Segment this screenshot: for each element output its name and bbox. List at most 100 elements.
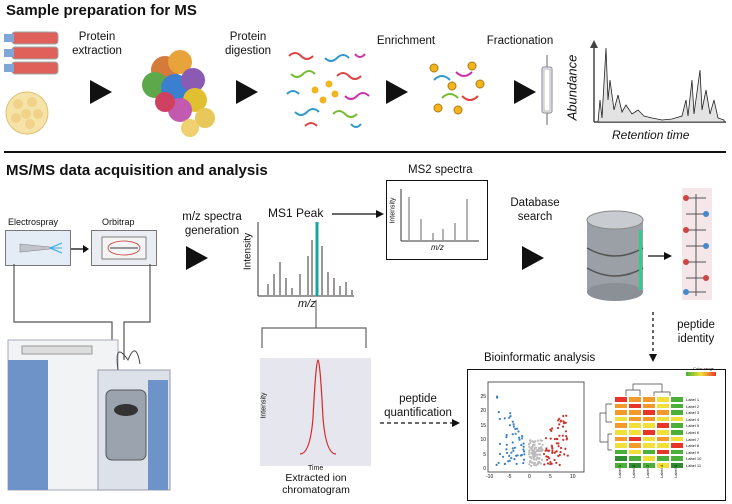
orbitrap-label: Orbitrap bbox=[102, 217, 135, 227]
volcano-point bbox=[503, 462, 506, 465]
volcano-point bbox=[501, 455, 505, 458]
heatmap-cell bbox=[614, 429, 628, 436]
heatmap-cell bbox=[628, 455, 642, 462]
volcano-point bbox=[532, 458, 536, 461]
volcano-y-tick: 15 bbox=[480, 422, 486, 429]
volcano-point bbox=[541, 443, 544, 446]
volcano-point bbox=[528, 463, 531, 466]
volcano-x-tick: -10 bbox=[486, 474, 494, 480]
protein-structure-icon bbox=[142, 50, 215, 137]
peptides-icon bbox=[286, 52, 370, 128]
volcano-point bbox=[498, 442, 501, 445]
volcano-point bbox=[545, 455, 548, 458]
volcano-point bbox=[562, 438, 565, 441]
ms1-peak-title: MS1 Peak bbox=[268, 206, 324, 220]
heatmap-cell bbox=[628, 415, 642, 423]
volcano-point bbox=[545, 447, 548, 450]
volcano-point bbox=[518, 436, 521, 439]
heatmap-cell bbox=[656, 462, 670, 469]
volcano-point bbox=[564, 421, 567, 424]
volcano-point bbox=[511, 433, 514, 436]
volcano-x-tick: 10 bbox=[570, 474, 576, 480]
zoom-bracket bbox=[261, 300, 367, 348]
volcano-point bbox=[531, 440, 534, 443]
heatmap-cell bbox=[642, 455, 656, 462]
volcano-point bbox=[555, 461, 558, 464]
volcano-point bbox=[533, 444, 536, 447]
volcano-point bbox=[495, 463, 498, 466]
volcano-point bbox=[562, 420, 565, 423]
volcano-point bbox=[534, 453, 537, 456]
heatmap-cell bbox=[656, 442, 670, 449]
volcano-point bbox=[564, 447, 567, 450]
heatmap-cell bbox=[628, 396, 642, 403]
heatmap-cell bbox=[656, 409, 670, 416]
ms2-spectra-title: MS2 spectra bbox=[408, 164, 473, 176]
volcano-point bbox=[517, 430, 520, 433]
heatmap-row-label: Label 2 bbox=[686, 403, 700, 409]
volcano-point bbox=[508, 424, 511, 427]
volcano-point bbox=[547, 449, 551, 452]
heatmap-cell bbox=[628, 429, 642, 436]
heatmap-cell bbox=[670, 435, 684, 443]
heatmap-cell bbox=[656, 402, 670, 410]
volcano-point bbox=[510, 456, 513, 460]
section1-title: Sample preparation for MS bbox=[6, 2, 197, 19]
ms1-intensity-label: Intensity bbox=[242, 232, 254, 271]
volcano-point bbox=[538, 442, 541, 445]
step-enrichment: Enrichment bbox=[376, 35, 436, 47]
heatmap-cell bbox=[642, 435, 656, 443]
volcano-point bbox=[518, 438, 521, 441]
volcano-x-tick: -5 bbox=[507, 474, 512, 480]
step-protein-extraction: Protein extraction bbox=[72, 31, 122, 57]
volcano-point bbox=[546, 458, 549, 461]
volcano-point bbox=[514, 427, 517, 430]
heatmap-cell bbox=[614, 448, 628, 456]
volcano-point bbox=[537, 449, 540, 453]
xic-peak-plot bbox=[299, 359, 337, 455]
volcano-point bbox=[557, 419, 560, 422]
heatmap-col-label: Label 4 bbox=[659, 464, 664, 478]
heatmap-cell bbox=[656, 415, 670, 423]
heatmap-cell bbox=[614, 415, 628, 423]
retention-time-label: Retention time bbox=[612, 128, 690, 142]
heatmap-dendrogram-top bbox=[625, 383, 671, 398]
volcano-point bbox=[520, 437, 524, 440]
volcano-point bbox=[551, 451, 554, 454]
volcano-point bbox=[510, 451, 513, 454]
heatmap-cell bbox=[642, 396, 656, 403]
volcano-point bbox=[529, 460, 532, 463]
volcano-point bbox=[505, 451, 509, 455]
volcano-point bbox=[512, 449, 515, 452]
volcano-point bbox=[550, 429, 553, 432]
volcano-point bbox=[565, 414, 568, 417]
volcano-point bbox=[505, 434, 508, 437]
volcano-point bbox=[556, 437, 559, 441]
heatmap-row-label: Label 1 bbox=[686, 397, 700, 402]
volcano-point bbox=[505, 436, 508, 439]
heatmap-cell bbox=[628, 402, 642, 410]
electrospray-label: Electrospray bbox=[8, 217, 59, 227]
heatmap-cell bbox=[642, 402, 656, 410]
orbitrap-panel bbox=[91, 230, 157, 266]
peptide-identity-label: peptide identity bbox=[677, 319, 715, 345]
heatmap-cell bbox=[670, 462, 684, 469]
volcano-point bbox=[505, 448, 508, 451]
volcano-point bbox=[522, 445, 525, 448]
volcano-point bbox=[530, 464, 533, 468]
heatmap-cell bbox=[614, 435, 628, 443]
volcano-point bbox=[516, 427, 519, 430]
volcano-point bbox=[549, 461, 552, 464]
heatmap-row-label: Label 8 bbox=[686, 443, 700, 449]
database-icon bbox=[586, 210, 644, 301]
volcano-point bbox=[497, 461, 500, 464]
heatmap-cell bbox=[614, 422, 628, 429]
volcano-point bbox=[558, 434, 561, 437]
heatmap-cell bbox=[614, 442, 628, 449]
volcano-point bbox=[498, 452, 502, 456]
volcano-point bbox=[557, 454, 560, 458]
volcano-point bbox=[527, 453, 531, 456]
volcano-point bbox=[523, 450, 526, 453]
volcano-point bbox=[523, 453, 526, 456]
heatmap-cell bbox=[642, 409, 656, 416]
